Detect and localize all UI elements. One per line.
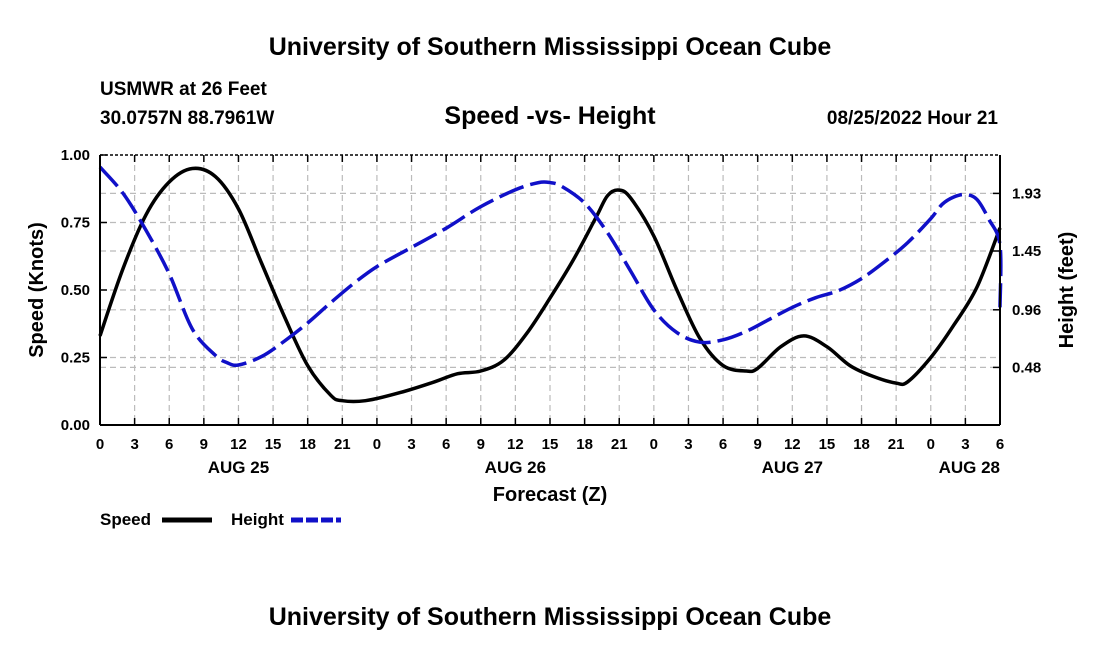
page-title: University of Southern Mississippi Ocean… xyxy=(269,33,832,61)
x-axis-label: Forecast (Z) xyxy=(493,484,607,506)
legend: Speed Height xyxy=(100,510,341,529)
y2-axis-label: Height (feet) xyxy=(1056,232,1078,349)
footer-title: University of Southern Mississippi Ocean… xyxy=(269,603,832,631)
date-label: AUG 25 xyxy=(208,458,269,477)
x-tick-label: 21 xyxy=(334,436,351,453)
date-label: AUG 28 xyxy=(939,458,1000,477)
x-tick-label: 6 xyxy=(996,436,1004,453)
y2-tick-label: 0.48 xyxy=(1012,359,1041,376)
x-tick-label: 15 xyxy=(265,436,282,453)
x-tick-label: 6 xyxy=(719,436,727,453)
y-tick-label: 0.00 xyxy=(61,417,90,434)
chart-title: Speed -vs- Height xyxy=(444,102,656,130)
x-tick-label: 9 xyxy=(200,436,208,453)
x-tick-label: 12 xyxy=(230,436,247,453)
y-tick-label: 0.25 xyxy=(61,350,90,367)
x-tick-label: 9 xyxy=(477,436,485,453)
y2-tick-label: 0.96 xyxy=(1012,302,1041,319)
x-tick-label: 3 xyxy=(684,436,692,453)
x-tick-label: 15 xyxy=(542,436,559,453)
x-tick-label: 3 xyxy=(407,436,415,453)
x-tick-label: 3 xyxy=(130,436,138,453)
y-tick-label: 0.50 xyxy=(61,282,90,299)
legend-label-height: Height xyxy=(231,510,284,529)
y-tick-label: 0.75 xyxy=(61,215,90,232)
x-tick-label: 0 xyxy=(927,436,935,453)
x-tick-label: 6 xyxy=(165,436,173,453)
x-tick-label: 0 xyxy=(373,436,381,453)
x-tick-label: 18 xyxy=(576,436,593,453)
x-tick-label: 12 xyxy=(507,436,524,453)
forecast-timestamp: 08/25/2022 Hour 21 xyxy=(827,108,999,129)
x-axis: 0 3 6 9 12 15 18 21 0 3 6 9 12 15 18 21 0 3 6 9 12 15 18 21 0 3 6 A… xyxy=(96,155,1004,477)
y2-tick-label: 1.93 xyxy=(1012,185,1041,202)
grid-lines xyxy=(100,155,1000,425)
series-group xyxy=(98,165,1003,404)
x-tick-label: 9 xyxy=(754,436,762,453)
station-name: USMWR at 26 Feet xyxy=(100,79,267,100)
y-axis-height: 0.48 0.96 1.45 1.93 xyxy=(993,185,1041,376)
x-tick-label: 0 xyxy=(650,436,658,453)
date-label: AUG 26 xyxy=(485,458,546,477)
x-tick-label: 15 xyxy=(819,436,836,453)
y-tick-label: 1.00 xyxy=(61,147,90,164)
y-axis-label: Speed (Knots) xyxy=(26,222,48,358)
x-tick-label: 6 xyxy=(442,436,450,453)
series-line-height xyxy=(98,165,1003,368)
x-tick-label: 3 xyxy=(961,436,969,453)
x-tick-label: 18 xyxy=(853,436,870,453)
x-tick-label: 21 xyxy=(611,436,628,453)
series-line-speed xyxy=(98,166,1002,404)
x-tick-label: 12 xyxy=(784,436,801,453)
station-location: 30.0757N 88.7961W xyxy=(100,108,274,129)
y-axis-speed: 0.00 0.25 0.50 0.75 1.00 xyxy=(61,147,107,434)
x-tick-label: 21 xyxy=(888,436,905,453)
date-label: AUG 27 xyxy=(762,458,823,477)
x-tick-label: 0 xyxy=(96,436,104,453)
x-tick-label: 18 xyxy=(299,436,316,453)
legend-label-speed: Speed xyxy=(100,510,151,529)
y2-tick-label: 1.45 xyxy=(1012,243,1041,260)
